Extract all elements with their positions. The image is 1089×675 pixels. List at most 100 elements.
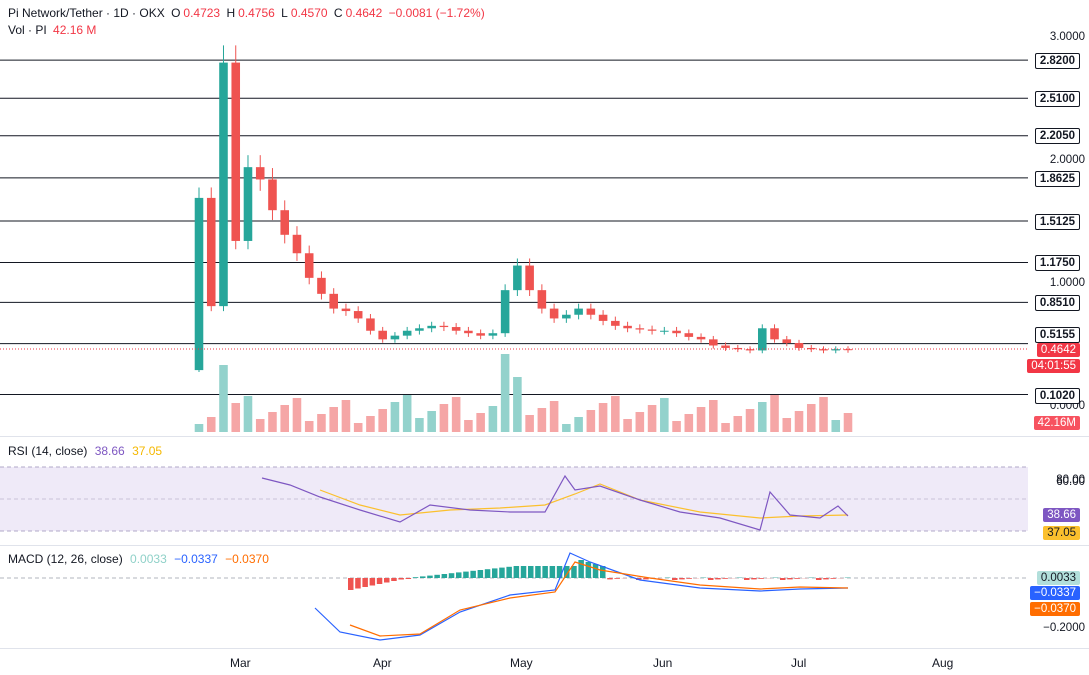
candle-body-11 — [329, 293, 338, 309]
volume-bar-50 — [806, 404, 816, 432]
macd-hist-bar-35 — [600, 566, 606, 578]
candle-body-21 — [451, 327, 461, 331]
candle-body-39 — [672, 330, 681, 334]
candle-body-17 — [402, 330, 412, 336]
macd-hist-bar-24 — [520, 566, 527, 578]
level-tag-2510[interactable]: 2.5100 — [1034, 91, 1080, 107]
candle-body-33 — [598, 314, 608, 321]
candle-body-4 — [243, 167, 253, 241]
macd-pane-separator[interactable] — [0, 545, 1089, 546]
rsi-value-tag: 38.66 — [1043, 508, 1080, 522]
rsi-value: 38.66 — [94, 444, 125, 458]
macd-hist-bar-67 — [830, 578, 836, 579]
candle-body-53 — [843, 349, 853, 351]
volume-bar-26 — [513, 377, 522, 432]
volume-bar-19 — [427, 411, 436, 432]
volume-label[interactable]: Vol · PI — [8, 23, 47, 37]
volume-bar-4 — [243, 396, 253, 432]
level-tag-18625[interactable]: 1.8625 — [1034, 171, 1080, 187]
macd-title[interactable]: MACD (12, 26, close) 0.0033 −0.0337 −0.0… — [8, 552, 269, 566]
close-value: 0.4642 — [345, 6, 383, 20]
price-tick-2: 2.0000 — [1049, 154, 1085, 166]
volume-bar-3 — [231, 403, 241, 432]
candle-body-20 — [439, 325, 449, 328]
volume-tag: 42.16M — [1033, 416, 1080, 430]
candle-body-28 — [537, 290, 547, 309]
candle-body-6 — [268, 179, 277, 211]
volume-bar-32 — [586, 410, 596, 432]
volume-bar-53 — [843, 413, 853, 432]
candle-body-42 — [709, 339, 718, 346]
rsi-title[interactable]: RSI (14, close) 38.66 37.05 — [8, 444, 163, 458]
macd-hist-bar-19 — [484, 569, 491, 578]
level-tag-15125[interactable]: 1.5125 — [1034, 214, 1080, 230]
volume-bar-44 — [733, 416, 743, 432]
volume-bar-10 — [317, 414, 326, 432]
candle-body-37 — [647, 329, 657, 331]
volume-bar-36 — [635, 412, 645, 432]
symbol-title[interactable]: Pi Network/Tether · 1D · OKX — [8, 6, 165, 20]
candle-body-32 — [586, 308, 596, 315]
volume-bar-6 — [268, 412, 277, 432]
candle-body-36 — [635, 328, 645, 330]
candle-body-9 — [304, 253, 314, 278]
time-label-aug: Aug — [932, 656, 954, 670]
time-label-apr: Apr — [373, 656, 392, 670]
macd-hist-bar-41 — [643, 578, 649, 580]
macd-hist-bar-8 — [405, 578, 412, 579]
level-tag-05155[interactable]: 0.5155 — [1034, 327, 1080, 343]
level-tag-1175[interactable]: 1.1750 — [1034, 255, 1080, 271]
volume-bar-22 — [464, 420, 473, 432]
volume-bar-34 — [611, 396, 620, 432]
volume-bar-42 — [709, 400, 718, 432]
candle-body-12 — [341, 308, 351, 312]
volume-bar-28 — [537, 408, 547, 432]
time-label-jul: Jul — [791, 656, 807, 670]
rsi-pane-separator[interactable] — [0, 436, 1089, 437]
macd-hist-bar-57 — [758, 578, 764, 579]
volume-bar-13 — [353, 423, 363, 432]
macd-tag: −0.0337 — [1030, 586, 1080, 600]
volume-bar-23 — [476, 413, 485, 432]
volume-bar-40 — [684, 414, 694, 432]
rsi-ma-tag: 37.05 — [1043, 526, 1080, 540]
volume-bar-41 — [696, 407, 706, 432]
volume-bar-12 — [341, 400, 351, 432]
level-tag-2820[interactable]: 2.8200 — [1034, 53, 1080, 69]
candle-body-40 — [684, 333, 694, 337]
volume-bar-33 — [598, 403, 608, 432]
candle-body-16 — [390, 335, 400, 340]
macd-hist-bar-20 — [492, 568, 498, 578]
level-tag-0851[interactable]: 0.8510 — [1034, 295, 1080, 311]
level-tag-2205[interactable]: 2.2050 — [1034, 128, 1080, 144]
candle-body-8 — [292, 234, 302, 254]
signal-line — [349, 561, 849, 637]
macd-hist-bar-18 — [477, 570, 484, 578]
candle-body-51 — [819, 349, 828, 351]
macd-hist-bar-15 — [456, 572, 462, 578]
macd-value: −0.0337 — [174, 552, 218, 566]
macd-hist-bar-9 — [412, 577, 419, 578]
macd-hist-bar-3 — [369, 578, 376, 586]
volume-bar-46 — [757, 402, 767, 432]
symbol-header: Pi Network/Tether · 1D · OKX O 0.4723 H 0.… — [8, 6, 485, 20]
macd-hist-bar-16 — [463, 571, 469, 578]
macd-hist-bar-29 — [556, 566, 563, 578]
volume-value: 42.16 M — [53, 23, 97, 37]
candle-body-15 — [378, 330, 387, 340]
signal-tag: −0.0370 — [1030, 602, 1080, 616]
candle-body-38 — [660, 330, 669, 332]
macd-hist-bar-62 — [794, 578, 800, 579]
level-tag-0102[interactable]: 0.1020 — [1034, 388, 1080, 404]
volume-bar-29 — [549, 401, 559, 432]
candle-body-47 — [770, 328, 779, 340]
candle-body-49 — [794, 343, 804, 348]
candle-body-50 — [806, 347, 816, 350]
time-label-mar: Mar — [230, 656, 251, 670]
candle-body-45 — [745, 349, 755, 351]
rsi-ma-line — [319, 483, 849, 519]
macd-hist-bar-47 — [686, 578, 692, 579]
price-tick-3: 3.0000 — [1049, 31, 1085, 43]
horizontal-levels — [0, 59, 1028, 395]
